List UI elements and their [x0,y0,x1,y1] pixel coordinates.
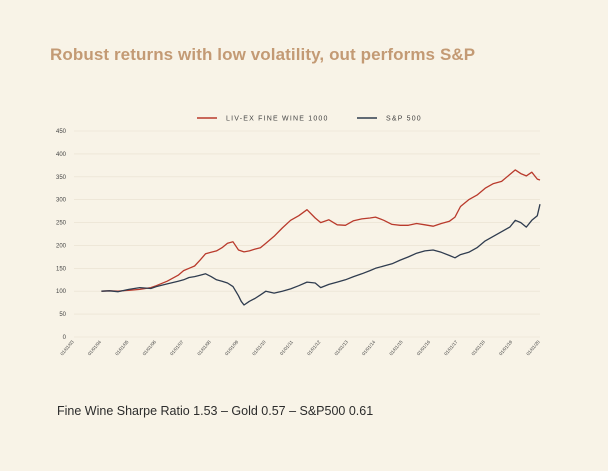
x-tick-label: 01/01/16 [416,339,432,356]
y-tick-label: 100 [56,289,67,295]
x-tick-label: 01/01/10 [251,339,267,356]
x-tick-label: 01/01/13 [334,339,350,356]
legend: LIV-EX FINE WINE 1000 S&P 500 [197,116,422,123]
x-tick-label: 01/01/05 [114,339,130,356]
chart-title: Robust returns with low volatility, out … [50,45,476,64]
series-line-sp500 [101,204,541,306]
legend-label-sp500: S&P 500 [386,116,422,123]
grid [74,130,540,338]
x-tick-label: 01/01/14 [361,339,377,356]
x-tick-label: 01/01/20 [525,339,541,356]
x-tick-label: 01/01/09 [224,339,240,356]
x-tick-label: 01/01/07 [169,339,185,356]
y-tick-label: 450 [56,129,67,135]
y-axis: 0 50 100 150 200 250 300 350 400 450 [56,129,67,341]
y-tick-label: 300 [56,198,67,204]
x-tick-label: 01/01/11 [279,339,294,356]
x-tick-label: 01/01/08 [196,339,212,356]
series-line-liv-ex [101,169,541,292]
y-tick-label: 50 [59,312,66,318]
y-tick-label: 400 [56,152,67,158]
y-tick-label: 250 [56,221,67,227]
x-tick-label: 01/01/17 [443,339,459,356]
series-lines [101,169,541,306]
x-tick-label: 01/01/06 [142,339,158,356]
x-tick-label: 01/01/12 [306,339,322,356]
y-tick-label: 200 [56,243,67,249]
y-tick-label: 0 [63,335,67,341]
x-tick-label: 01/01/04 [87,339,103,356]
y-tick-label: 150 [56,266,67,272]
x-tick-label: 01/01/19 [498,339,514,356]
x-axis: 01/01/03 01/01/04 01/01/05 01/01/06 01/01/07… [59,339,541,356]
y-tick-label: 350 [56,175,67,181]
x-tick-label: 01/01/03 [59,339,75,356]
sharpe-ratio-note: Fine Wine Sharpe Ratio 1.53 – Gold 0.57 … [57,404,374,418]
x-tick-label: 01/01/18 [471,339,487,356]
x-tick-label: 01/01/15 [388,339,404,356]
legend-label-liv-ex: LIV-EX FINE WINE 1000 [226,116,329,123]
